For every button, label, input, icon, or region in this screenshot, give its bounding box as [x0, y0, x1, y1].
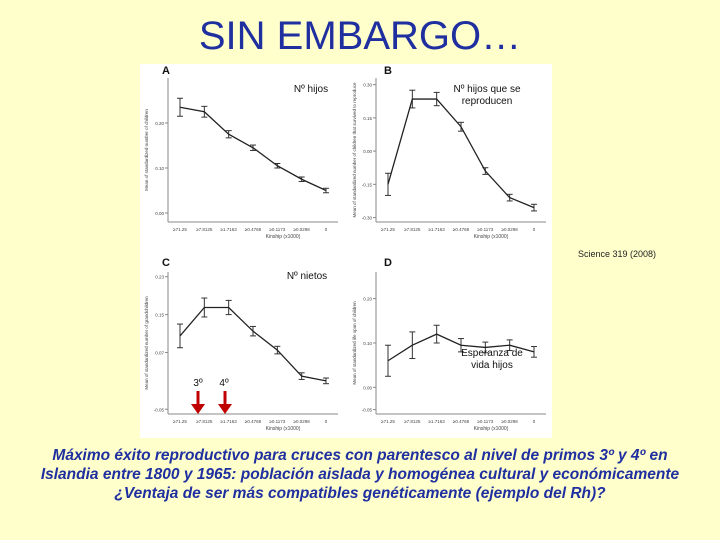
panel-letter: D	[384, 257, 392, 269]
x-tick-label: 0	[325, 227, 328, 232]
slide-caption: Máximo éxito reproductivo para cruces co…	[0, 446, 720, 503]
x-tick-label: ≥1.7163	[429, 227, 446, 232]
x-tick-label: ≥0.1173	[477, 227, 493, 232]
annotation-b: Nº hijos que se reproducen	[442, 84, 532, 108]
y-tick-label: -0.15	[362, 182, 373, 187]
x-tick-label: ≥0.4768	[453, 419, 470, 424]
series-line	[387, 98, 535, 209]
x-tick-label: ≥71.25	[173, 227, 187, 232]
y-tick-label: 0.07	[155, 350, 164, 355]
y-tick-label: 0.15	[155, 313, 164, 318]
y-tick-label: 0.10	[363, 341, 372, 346]
series-line	[179, 106, 327, 192]
x-tick-label: ≥0.4768	[453, 227, 470, 232]
panel-letter: B	[384, 65, 392, 77]
x-tick-label: ≥7.8125	[404, 227, 421, 232]
x-tick-label: ≥0.0298	[502, 227, 519, 232]
y-axis-label: Mean of standardized number of children	[144, 109, 149, 191]
annotation-b-line2: reproducen	[461, 96, 513, 107]
x-axis-label: Kinship (x1000)	[266, 426, 301, 432]
x-tick-label: ≥7.8125	[196, 227, 213, 232]
x-tick-label: ≥0.1173	[477, 419, 493, 424]
panel-letter: A	[162, 65, 170, 77]
y-tick-label: 0.20	[155, 121, 164, 126]
y-tick-label: 0.00	[363, 385, 372, 390]
x-tick-label: ≥0.0298	[294, 227, 311, 232]
annotation-c: Nº nietos	[286, 271, 328, 282]
annotation-cousin3: 3º	[193, 378, 203, 389]
figure-panels: A 0.00 0.10 0.20 Mean of standardized number…	[140, 64, 552, 438]
chart-panel-a: A 0.00 0.10 0.20 Mean of standardized number…	[144, 65, 338, 240]
x-axis-label: Kinship (x1000)	[266, 234, 301, 240]
annotation-d-line1: Esperanza de	[461, 348, 523, 359]
chart-panel-d: D -0.05 0.00 0.10 0.20 Mean of standardized l…	[352, 257, 546, 432]
y-axis-label: Mean of standardized life span of childr…	[352, 301, 357, 385]
x-tick-label: ≥0.0298	[294, 419, 311, 424]
annotation-a: Nº hijos	[293, 84, 329, 95]
x-tick-label: ≥0.0298	[502, 419, 519, 424]
series-line	[387, 333, 535, 362]
cousin-arrows	[191, 391, 232, 414]
x-tick-label: ≥7.8125	[196, 419, 213, 424]
y-tick-label: 0.23	[155, 275, 164, 280]
annotation-d-line2: vida hijos	[471, 360, 513, 371]
x-axis-label: Kinship (x1000)	[474, 426, 509, 432]
y-tick-label: -0.05	[154, 407, 165, 412]
y-tick-label: 0.10	[155, 166, 164, 171]
x-tick-label: ≥71.25	[381, 227, 395, 232]
slide-title: SIN EMBARGO…	[198, 14, 522, 58]
y-tick-label: -0.05	[362, 408, 373, 413]
y-axis-label: Mean of standardized number of grandchil…	[144, 296, 149, 390]
caption-line-3: ¿Ventaja de ser más compatibles genética…	[114, 485, 606, 502]
x-tick-label: ≥71.25	[381, 419, 395, 424]
y-tick-label: 0.00	[363, 149, 372, 154]
y-tick-label: 0.20	[363, 297, 372, 302]
x-tick-label: ≥7.8125	[404, 419, 421, 424]
x-tick-label: ≥0.4768	[245, 227, 262, 232]
x-tick-label: ≥0.1173	[269, 227, 285, 232]
caption-line-2: Islandia entre 1800 y 1965: población ai…	[40, 466, 680, 483]
y-tick-label: 0.00	[155, 211, 164, 216]
y-tick-label: 0.15	[363, 116, 372, 121]
x-tick-label: ≥1.7163	[429, 419, 446, 424]
x-tick-label: 0	[533, 419, 536, 424]
x-axis-label: Kinship (x1000)	[474, 234, 509, 240]
annotation-d: Esperanza de vida hijos	[452, 348, 532, 372]
panel-letter: C	[162, 257, 170, 269]
x-tick-label: ≥71.25	[173, 419, 187, 424]
y-tick-label: -0.30	[362, 216, 373, 221]
figure-svg: A 0.00 0.10 0.20 Mean of standardized number…	[144, 65, 546, 432]
arrow-4th-cousin-icon	[218, 391, 232, 414]
chart-panel-b: B -0.30 -0.15 0.00 0.15 0.30 Mean of standardi…	[352, 65, 546, 240]
x-tick-label: 0	[325, 419, 328, 424]
annotation-cousin4: 4º	[219, 378, 229, 389]
x-tick-label: ≥1.7163	[221, 227, 238, 232]
annotation-b-line1: Nº hijos que se	[453, 84, 521, 95]
caption-line-1: Máximo éxito reproductivo para cruces co…	[52, 447, 668, 464]
x-tick-label: ≥1.7163	[221, 419, 238, 424]
arrow-3rd-cousin-icon	[191, 391, 205, 414]
chart-panel-c: C -0.05 0.07 0.15 0.23 Mean of standardized n…	[144, 257, 338, 432]
y-tick-label: 0.30	[363, 83, 372, 88]
x-tick-label: ≥0.4768	[245, 419, 262, 424]
x-tick-label: 0	[533, 227, 536, 232]
y-axis-label: Mean of standardized number of children …	[352, 82, 357, 218]
source-credit: Science 319 (2008)	[577, 249, 656, 259]
series-line	[179, 306, 327, 382]
x-tick-label: ≥0.1173	[269, 419, 285, 424]
